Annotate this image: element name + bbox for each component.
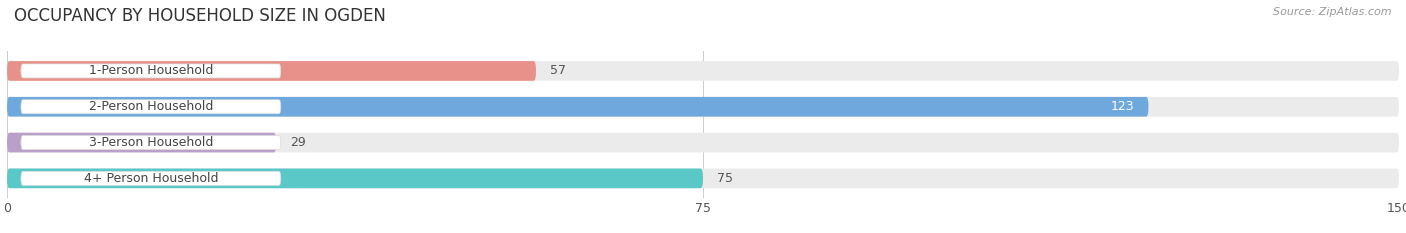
Text: 2-Person Household: 2-Person Household	[89, 100, 214, 113]
FancyBboxPatch shape	[7, 168, 1399, 188]
FancyBboxPatch shape	[7, 97, 1149, 116]
Text: Source: ZipAtlas.com: Source: ZipAtlas.com	[1274, 7, 1392, 17]
FancyBboxPatch shape	[7, 133, 276, 152]
Text: 75: 75	[717, 172, 733, 185]
FancyBboxPatch shape	[7, 168, 703, 188]
FancyBboxPatch shape	[21, 171, 281, 185]
FancyBboxPatch shape	[7, 133, 1399, 152]
FancyBboxPatch shape	[21, 64, 281, 78]
Text: 57: 57	[550, 65, 565, 77]
Text: OCCUPANCY BY HOUSEHOLD SIZE IN OGDEN: OCCUPANCY BY HOUSEHOLD SIZE IN OGDEN	[14, 7, 385, 25]
Text: 29: 29	[290, 136, 307, 149]
Text: 123: 123	[1111, 100, 1135, 113]
FancyBboxPatch shape	[7, 97, 1399, 116]
Text: 4+ Person Household: 4+ Person Household	[83, 172, 218, 185]
Text: 3-Person Household: 3-Person Household	[89, 136, 214, 149]
FancyBboxPatch shape	[21, 136, 281, 150]
FancyBboxPatch shape	[7, 61, 1399, 81]
FancyBboxPatch shape	[7, 61, 536, 81]
FancyBboxPatch shape	[21, 100, 281, 114]
Text: 1-Person Household: 1-Person Household	[89, 65, 214, 77]
